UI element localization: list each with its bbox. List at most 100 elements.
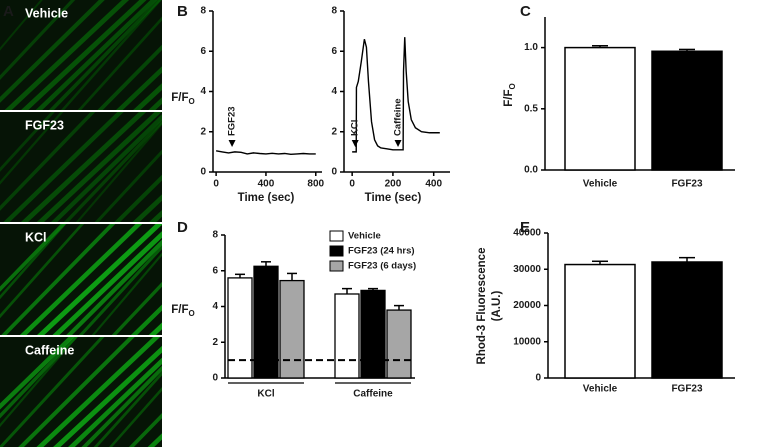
- image-label: Caffeine: [25, 343, 74, 357]
- muscle-fiber: [132, 194, 162, 222]
- y-tick-label: 4: [200, 86, 206, 97]
- muscle-fiber: [128, 412, 162, 447]
- muscle-fiber: [18, 337, 135, 447]
- y-axis-label: F/FO: [503, 83, 517, 106]
- panel-letter: C: [520, 3, 531, 20]
- muscle-fiber: [77, 16, 162, 110]
- muscle-fiber: [53, 345, 162, 447]
- micrograph: [0, 0, 293, 120]
- bar: [651, 261, 723, 379]
- muscle-fiber: [148, 97, 162, 110]
- error-bar: [679, 48, 695, 52]
- muscle-fiber: [97, 44, 162, 110]
- y-tick-label: 4: [212, 301, 218, 312]
- bar: [360, 289, 386, 379]
- annotation-label: Caffeine: [393, 99, 404, 136]
- x-tick-label: 400: [258, 179, 275, 190]
- y-tick-label: 0: [535, 373, 541, 384]
- y-axis-label-subscript: O: [508, 83, 517, 89]
- y-tick-label: 0: [212, 373, 218, 384]
- muscle-fiber: [36, 112, 162, 222]
- muscle-fiber: [3, 112, 124, 222]
- x-tick-label: 0: [213, 179, 219, 190]
- muscle-fiber: [21, 0, 147, 110]
- image-label: Vehicle: [25, 6, 68, 20]
- muscle-fiber: [130, 304, 162, 335]
- panel-letter: B: [177, 3, 188, 20]
- legend-label: FGF23 (6 days): [348, 261, 416, 272]
- muscle-fiber: [0, 337, 105, 447]
- y-tick-label: 0: [331, 167, 337, 178]
- muscle-fiber: [37, 224, 162, 335]
- muscle-fiber: [52, 231, 162, 335]
- y-tick-label: 6: [331, 46, 337, 57]
- annotation-label: FGF23: [227, 106, 238, 136]
- muscle-fiber: [0, 112, 96, 211]
- muscle-fiber: [0, 0, 105, 103]
- image-label: FGF23: [25, 118, 64, 132]
- bar: [334, 293, 360, 379]
- micrograph: [0, 102, 294, 232]
- muscle-fiber: [157, 102, 294, 232]
- muscle-fiber: [111, 281, 162, 335]
- muscle-fiber: [114, 174, 162, 222]
- error-bar: [592, 45, 608, 48]
- muscle-fiber: [4, 0, 130, 110]
- error-bar: [261, 261, 271, 267]
- x-tick-label: Vehicle: [583, 179, 618, 190]
- image-label: KCl: [25, 230, 47, 244]
- muscle-fiber: [91, 252, 162, 335]
- x-tick-label: KCl: [257, 389, 274, 400]
- y-axis-label-subscript: O: [189, 97, 195, 106]
- y-tick-label: 0.0: [524, 165, 538, 176]
- y-tick-label: 6: [200, 46, 206, 57]
- error-bar: [394, 304, 404, 311]
- muscle-fiber: [75, 121, 162, 222]
- annotation-label: KCl: [350, 120, 361, 136]
- muscle-fiber: [66, 239, 162, 335]
- y-tick-label: 0: [200, 167, 206, 178]
- error-bar: [342, 287, 352, 294]
- y-tick-label: 2: [331, 126, 337, 137]
- muscle-fiber: [51, 114, 162, 222]
- x-tick-label: Caffeine: [353, 389, 393, 400]
- x-tick-label: 400: [425, 179, 442, 190]
- y-axis-label: F/FO: [171, 304, 194, 318]
- muscle-fiber: [181, 0, 293, 120]
- panel-letter: D: [177, 219, 188, 236]
- muscle-fiber: [93, 371, 162, 447]
- muscle-fiber: [1, 224, 116, 335]
- panel-letter: A: [3, 3, 14, 20]
- muscle-fiber: [149, 209, 162, 222]
- trace: [215, 150, 316, 155]
- x-tick-label: 0: [349, 179, 355, 190]
- muscle-fiber: [60, 0, 162, 110]
- y-tick-label: 40000: [513, 228, 541, 239]
- y-tick-label: 20000: [513, 300, 541, 311]
- bar: [227, 277, 253, 379]
- annotation-arrow: [351, 140, 359, 147]
- error-bar: [592, 260, 608, 265]
- muscle-fiber: [116, 66, 162, 110]
- y-tick-label: 8: [212, 230, 218, 241]
- trace: [352, 37, 440, 153]
- muscle-fiber: [0, 224, 85, 319]
- muscle-fiber: [108, 387, 162, 447]
- error-bar: [368, 287, 378, 291]
- x-tick-label: Vehicle: [583, 384, 618, 395]
- bar: [651, 50, 723, 171]
- y-axis-label-main: F/F: [503, 89, 515, 106]
- x-tick-label: 200: [385, 179, 402, 190]
- y-tick-label: 4: [331, 86, 337, 97]
- micrograph-background: [0, 112, 162, 222]
- legend-label: FGF23 (24 hrs): [348, 246, 415, 257]
- y-axis-label: F/FO: [171, 92, 194, 106]
- panel-letter: E: [520, 219, 530, 236]
- bar: [279, 279, 305, 379]
- muscle-fiber: [0, 112, 55, 172]
- muscle-fiber: [0, 337, 75, 410]
- muscle-fiber: [0, 0, 76, 80]
- y-axis-label-main: F/F: [171, 304, 188, 316]
- bar: [386, 309, 412, 379]
